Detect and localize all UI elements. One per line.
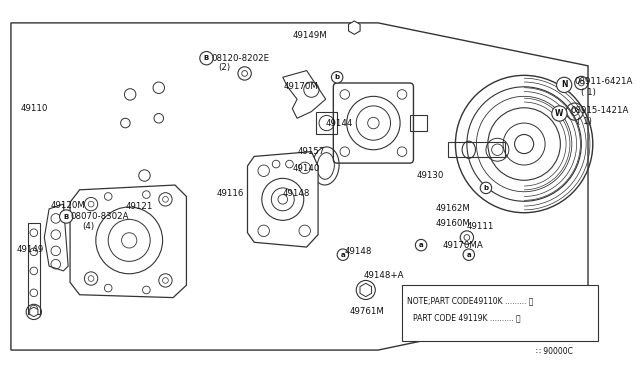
Polygon shape: [349, 21, 360, 34]
Text: 49116: 49116: [217, 189, 244, 198]
Text: 49144: 49144: [326, 119, 353, 128]
Bar: [448, 142, 505, 157]
Text: 49121: 49121: [125, 202, 153, 212]
Polygon shape: [283, 71, 326, 118]
Polygon shape: [28, 223, 40, 314]
Text: 49162M: 49162M: [435, 204, 470, 214]
Text: 49110: 49110: [20, 104, 48, 113]
Text: PART CODE 49119K .......... ⓑ: PART CODE 49119K .......... ⓑ: [413, 313, 521, 322]
Polygon shape: [248, 152, 318, 247]
Text: 08915-1421A: 08915-1421A: [570, 106, 628, 115]
Text: 08911-6421A: 08911-6421A: [575, 77, 633, 86]
Circle shape: [60, 210, 73, 223]
Text: 49170MA: 49170MA: [442, 241, 483, 250]
Circle shape: [557, 77, 572, 93]
Text: 49148: 49148: [283, 189, 310, 198]
Text: a: a: [419, 242, 424, 248]
Text: 49160M: 49160M: [435, 219, 470, 228]
Text: W: W: [556, 109, 564, 118]
Text: 49761M: 49761M: [349, 307, 385, 317]
Text: b: b: [483, 185, 488, 191]
Polygon shape: [11, 23, 588, 350]
Text: 08120-8202E: 08120-8202E: [211, 54, 269, 62]
Text: 49148: 49148: [345, 247, 372, 256]
Text: N: N: [561, 80, 568, 89]
Text: ( 1): ( 1): [577, 117, 591, 126]
Text: 49157: 49157: [297, 147, 324, 156]
Text: B: B: [204, 55, 209, 61]
Text: (4): (4): [83, 222, 95, 231]
Text: ( 1): ( 1): [581, 88, 596, 97]
Polygon shape: [44, 204, 68, 271]
Text: b: b: [335, 74, 340, 80]
Polygon shape: [360, 283, 372, 296]
Text: ∷ 90000C: ∷ 90000C: [536, 347, 572, 356]
Circle shape: [480, 182, 492, 194]
Text: 49130: 49130: [417, 171, 444, 180]
Text: 08070-8302A: 08070-8302A: [70, 212, 129, 221]
Circle shape: [337, 249, 349, 260]
Circle shape: [332, 71, 343, 83]
Polygon shape: [70, 185, 186, 298]
Text: 49149M: 49149M: [292, 31, 327, 40]
Text: NOTE;PART CODE49110K ......... ⓐ: NOTE;PART CODE49110K ......... ⓐ: [407, 296, 533, 305]
Text: a: a: [467, 252, 471, 258]
Circle shape: [200, 51, 213, 65]
Text: a: a: [340, 252, 345, 258]
Text: 49140: 49140: [292, 164, 320, 173]
Text: (2): (2): [218, 63, 230, 72]
Text: 49170M: 49170M: [284, 82, 319, 91]
Text: 49120M: 49120M: [51, 201, 86, 209]
Text: 49149: 49149: [17, 246, 44, 254]
Bar: [410, 115, 427, 131]
Text: B: B: [63, 214, 69, 219]
FancyBboxPatch shape: [333, 83, 413, 163]
Circle shape: [463, 249, 474, 260]
Polygon shape: [29, 307, 38, 317]
Circle shape: [415, 240, 427, 251]
Text: 49111: 49111: [467, 222, 494, 231]
Circle shape: [552, 106, 567, 121]
Bar: [402, 285, 598, 340]
Bar: [316, 112, 337, 135]
Text: 49148+A: 49148+A: [364, 271, 404, 280]
